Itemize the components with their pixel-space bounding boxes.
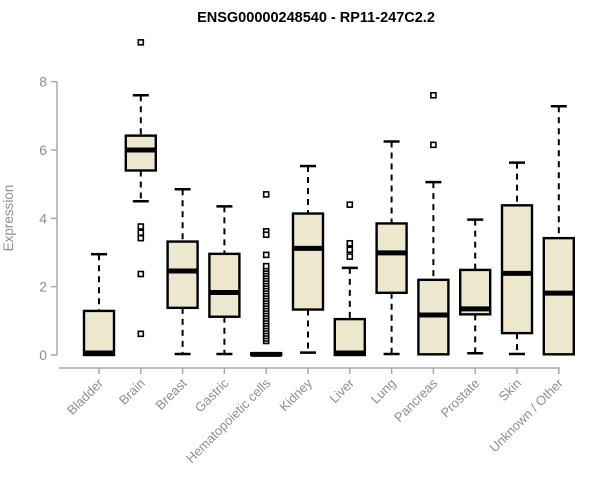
box xyxy=(82,309,116,357)
outlier-point xyxy=(430,141,437,149)
x-category-label: Pancreas xyxy=(391,375,441,425)
x-category-label: Prostate xyxy=(437,376,482,421)
outlier-point xyxy=(137,330,145,338)
box xyxy=(291,212,325,311)
outlier-point xyxy=(430,92,437,99)
chart-title: ENSG00000248540 - RP11-247C2.2 xyxy=(197,10,435,26)
outlier-point xyxy=(137,270,145,278)
x-category-label: Kidney xyxy=(276,375,315,414)
box xyxy=(375,222,408,295)
box xyxy=(542,236,575,356)
x-category-label: Bladder xyxy=(64,375,107,418)
outlier-point xyxy=(346,239,354,247)
outlier-point xyxy=(262,231,270,239)
outlier-point xyxy=(137,229,145,236)
box xyxy=(500,204,534,335)
box xyxy=(333,317,366,357)
y-tick-label: 4 xyxy=(39,210,47,226)
outlier-point xyxy=(262,191,270,198)
box xyxy=(166,240,199,310)
x-category-label: Skin xyxy=(496,376,524,404)
y-axis-title: Expression xyxy=(1,185,16,252)
y-tick-label: 2 xyxy=(39,279,47,295)
outlier-point xyxy=(137,234,145,242)
x-category-label: Breast xyxy=(153,375,190,412)
x-category-label: Unknown / Other xyxy=(486,375,566,455)
outlier-point xyxy=(262,251,270,259)
y-tick-label: 0 xyxy=(39,347,47,363)
outlier-point xyxy=(346,246,354,254)
y-tick-label: 8 xyxy=(39,74,47,90)
outlier-point xyxy=(346,253,354,260)
x-category-label: Gastric xyxy=(192,375,232,415)
outlier-point xyxy=(137,223,145,230)
outlier-point xyxy=(262,262,270,270)
y-tick-label: 6 xyxy=(39,142,47,158)
outlier-point xyxy=(346,201,354,208)
box xyxy=(124,134,158,172)
x-category-label: Liver xyxy=(326,375,357,406)
outlier-point xyxy=(137,39,145,46)
box xyxy=(208,252,241,318)
x-category-label: Brain xyxy=(116,376,148,408)
x-category-label: Lung xyxy=(368,376,399,407)
